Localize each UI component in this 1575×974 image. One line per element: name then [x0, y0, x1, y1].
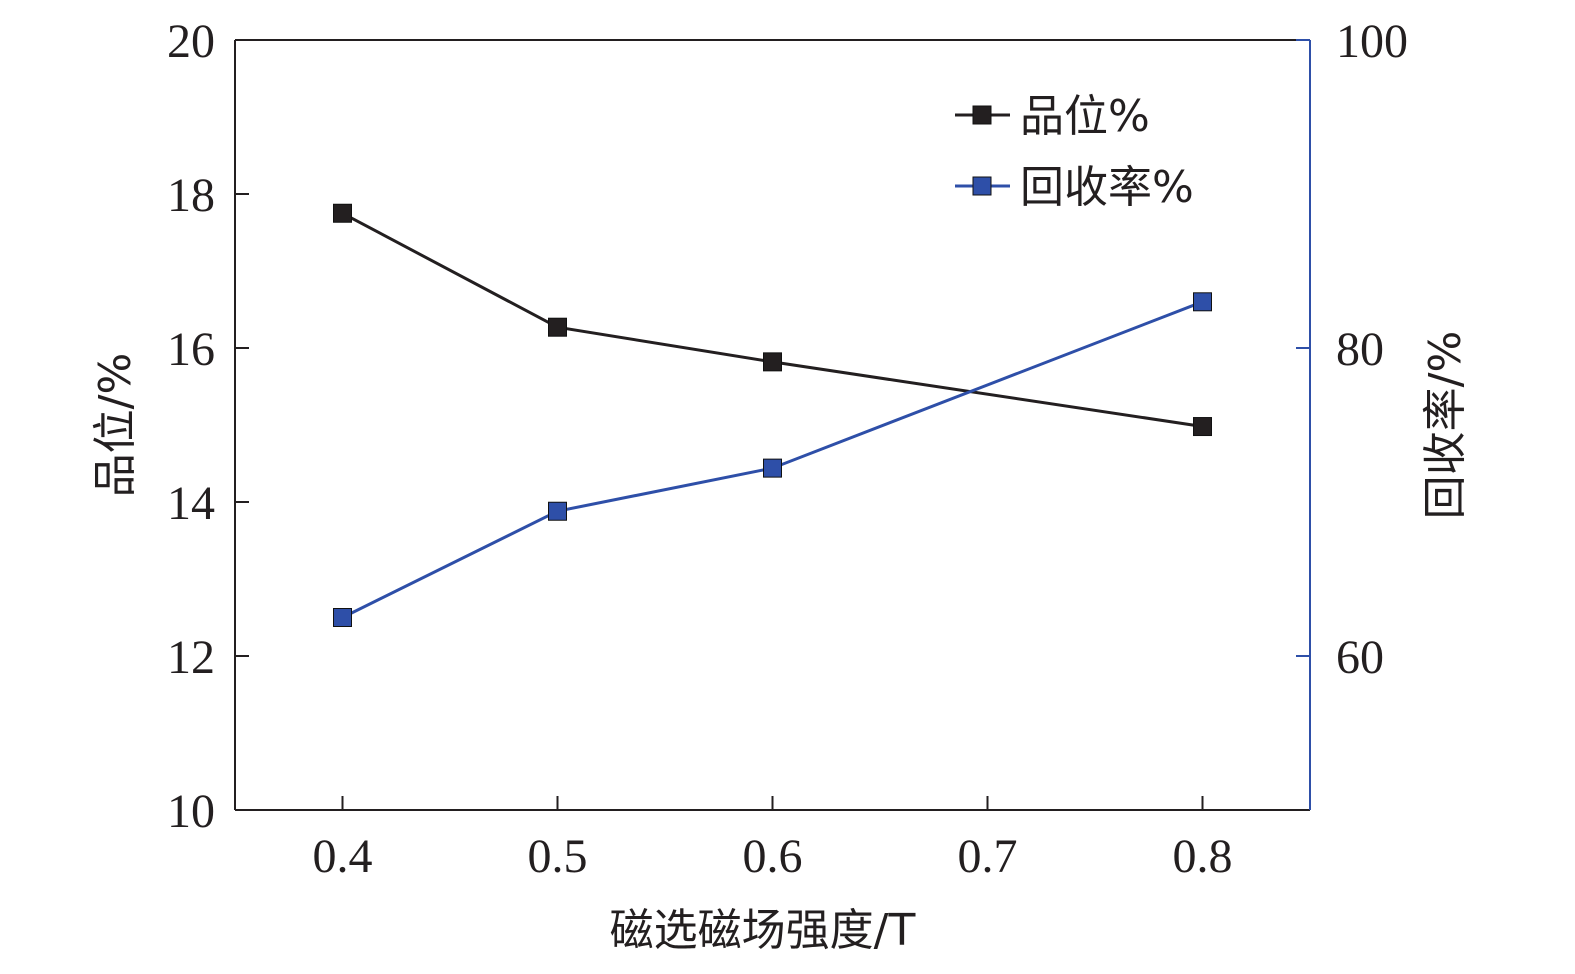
y-right-tick-label: 80	[1336, 323, 1384, 376]
data-point	[763, 352, 782, 372]
legend: 品位% 回收率%	[955, 91, 1194, 213]
data-point	[548, 317, 567, 337]
x-tick-label: 0.7	[958, 830, 1018, 883]
legend-label: 回收率%	[1020, 162, 1194, 213]
data-point	[1193, 417, 1212, 437]
y-right-tick-label: 60	[1336, 631, 1384, 684]
y-left-tick-label: 20	[167, 15, 215, 68]
data-point	[333, 608, 352, 627]
axis-ticks: 0.4 0.5 0.6 0.7 0.8 10 12 14 16 18 20 60 80 100	[167, 15, 1408, 883]
y-axis-right-title: 回收率/%	[1420, 331, 1471, 520]
legend-marker	[972, 176, 992, 196]
series-layer	[333, 203, 1212, 627]
y-left-tick-label: 16	[167, 323, 215, 376]
y-left-tick-label: 10	[167, 785, 215, 838]
legend-entry: 回收率%	[955, 162, 1194, 213]
data-point	[763, 458, 782, 478]
series-line	[341, 211, 1203, 428]
series-1	[333, 203, 1212, 437]
plot-frame	[234, 39, 1311, 811]
y-right-tick-label: 100	[1336, 15, 1408, 68]
x-axis-title: 磁选磁场强度/T	[610, 905, 916, 956]
legend-entry: 品位%	[955, 91, 1150, 142]
data-point	[333, 203, 352, 223]
x-tick-label: 0.5	[528, 830, 588, 883]
y-left-tick-label: 12	[167, 631, 215, 684]
y-left-tick-label: 18	[167, 169, 215, 222]
data-point	[1193, 292, 1212, 312]
y-axis-left-title: 品位/%	[90, 353, 141, 498]
legend-label: 品位%	[1020, 91, 1150, 142]
x-tick-label: 0.4	[313, 830, 373, 883]
y-left-tick-label: 14	[167, 477, 215, 530]
series-2	[333, 292, 1212, 627]
x-tick-label: 0.6	[743, 830, 803, 883]
legend-marker	[972, 105, 992, 125]
series-line	[341, 300, 1204, 619]
x-tick-label: 0.8	[1173, 830, 1233, 883]
data-point	[548, 501, 567, 521]
